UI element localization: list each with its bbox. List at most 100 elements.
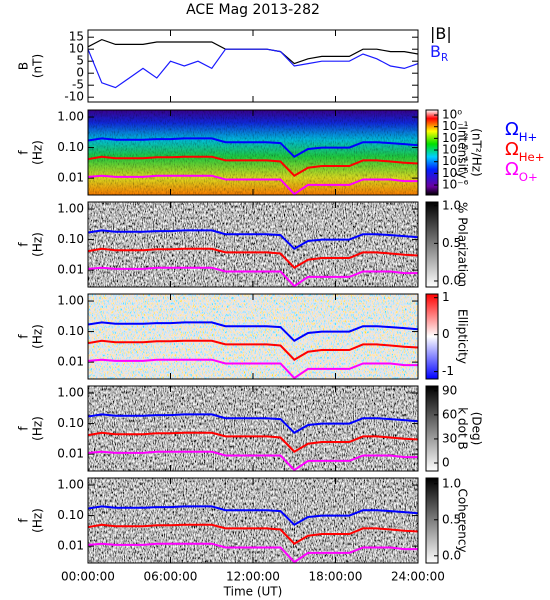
x-tick-label: 00:00:00: [61, 570, 115, 584]
y-tick-label: 1.00: [57, 386, 84, 400]
y-tick-label: 0.10: [57, 416, 84, 430]
lines: [88, 229, 418, 287]
x-tick-label: 18:00:00: [309, 570, 363, 584]
colorbar-label: k dot B: [456, 407, 470, 449]
x-tick-label: 06:00:00: [144, 570, 198, 584]
legend-name: |B|: [430, 24, 452, 43]
y-axis-label: (nT): [31, 54, 45, 78]
y-tick-label: 0.01: [57, 539, 84, 553]
y-tick-label: 1.00: [57, 110, 84, 124]
y-tick-label: 0.01: [57, 263, 84, 277]
legend-name: Ω: [505, 159, 519, 180]
y-axis-label: f: [17, 150, 31, 155]
colorbar-tick-label: 10⁻³: [442, 143, 469, 157]
y-tick-label: -10: [64, 90, 84, 104]
y-axis-label: (Hz): [31, 232, 45, 257]
y-tick-label: 0.10: [57, 140, 84, 154]
colorbar-label: (nT²/Hz): [470, 128, 484, 176]
colorbar-label: (Deg): [470, 412, 484, 446]
colorbar-tick-label: 1: [442, 290, 450, 304]
y-tick-label: 5: [76, 54, 84, 68]
colorbar-label: Intensity: [456, 126, 470, 178]
x-tick-label: 12:00:00: [226, 570, 280, 584]
legend-entry: |B|: [430, 24, 452, 43]
colorbar-tick-label: 90: [442, 383, 457, 397]
colorbar-tick-label: 0: [442, 455, 450, 469]
series-line: [88, 431, 418, 453]
legend-subscript: R: [441, 52, 448, 64]
series-line: [88, 38, 418, 65]
y-tick-label: 0: [76, 66, 84, 80]
y-axis-label: (Hz): [31, 416, 45, 441]
colorbar-label: Coherency: [456, 488, 470, 552]
legend-name: Ω: [505, 139, 519, 160]
series-line: [88, 229, 418, 251]
legend-entry: ΩH+: [505, 119, 537, 144]
colorbar: [425, 109, 439, 196]
y-axis-label: (Hz): [31, 140, 45, 165]
y-tick-label: -5: [72, 78, 84, 92]
chart-title: ACE Mag 2013-282: [186, 2, 320, 18]
y-tick-label: 15: [69, 30, 84, 44]
y-tick-label: 0.01: [57, 355, 84, 369]
legend-subscript: He+: [519, 150, 545, 164]
colorbar: [425, 293, 439, 380]
colorbar-tick-label: 1.0: [442, 198, 461, 212]
spectrogram-texture: [88, 110, 418, 195]
legend-entry: ΩO+: [505, 159, 538, 184]
colorbar-tick-label: 10⁻²: [442, 131, 469, 145]
lines: [88, 137, 418, 195]
colorbar-tick-label: 10⁻⁴: [442, 154, 469, 168]
panel-frame: [87, 109, 419, 196]
colorbar: [425, 477, 439, 564]
colorbar-tick-label: 10⁻⁵: [442, 166, 469, 180]
lines: [88, 413, 418, 471]
lines: [88, 505, 418, 563]
series-line: [88, 450, 418, 471]
lines: [88, 38, 418, 89]
spectrogram-texture: [88, 294, 418, 379]
panel-frame: [87, 29, 419, 103]
series-line: [88, 523, 418, 545]
y-tick-label: 0.01: [57, 171, 84, 185]
legend-entry: ΩHe+: [505, 139, 545, 164]
series-line: [88, 321, 418, 343]
legend-subscript: O+: [519, 170, 538, 184]
lines: [88, 321, 418, 379]
series-line: [88, 247, 418, 269]
series-line: [88, 174, 418, 195]
series-line: [88, 266, 418, 287]
colorbar-tick-label: 10⁰: [442, 108, 462, 122]
series-line: [88, 505, 418, 527]
y-tick-label: 0.10: [57, 232, 84, 246]
series-line: [88, 413, 418, 435]
colorbar-tick-label: 0: [442, 327, 450, 341]
colorbar-tick-label: 0.0: [442, 273, 461, 287]
colorbar-tick-label: 1.0: [442, 476, 461, 490]
y-axis-label: f: [17, 518, 31, 523]
colorbar-label: Ellipticity: [456, 309, 470, 364]
colorbar-tick-label: 60: [442, 407, 457, 421]
panel-frame: [87, 477, 419, 564]
y-axis-label: (Hz): [31, 508, 45, 533]
y-axis-label: (Hz): [31, 324, 45, 349]
x-axis-label: Time (UT): [223, 585, 283, 599]
series-line: [88, 48, 418, 89]
y-tick-label: 0.10: [57, 324, 84, 338]
series-line: [88, 339, 418, 361]
colorbar-tick-label: 0.0: [442, 548, 461, 562]
y-axis-label: f: [17, 242, 31, 247]
y-axis-label: f: [17, 334, 31, 339]
colorbar: [425, 385, 439, 472]
spectrogram-texture: [88, 478, 418, 563]
y-tick-label: 1.00: [57, 294, 84, 308]
y-tick-label: 0.01: [57, 447, 84, 461]
panel-frame: [87, 385, 419, 472]
series-line: [88, 358, 418, 379]
y-tick-label: 1.00: [57, 202, 84, 216]
y-axis-label: f: [17, 426, 31, 431]
